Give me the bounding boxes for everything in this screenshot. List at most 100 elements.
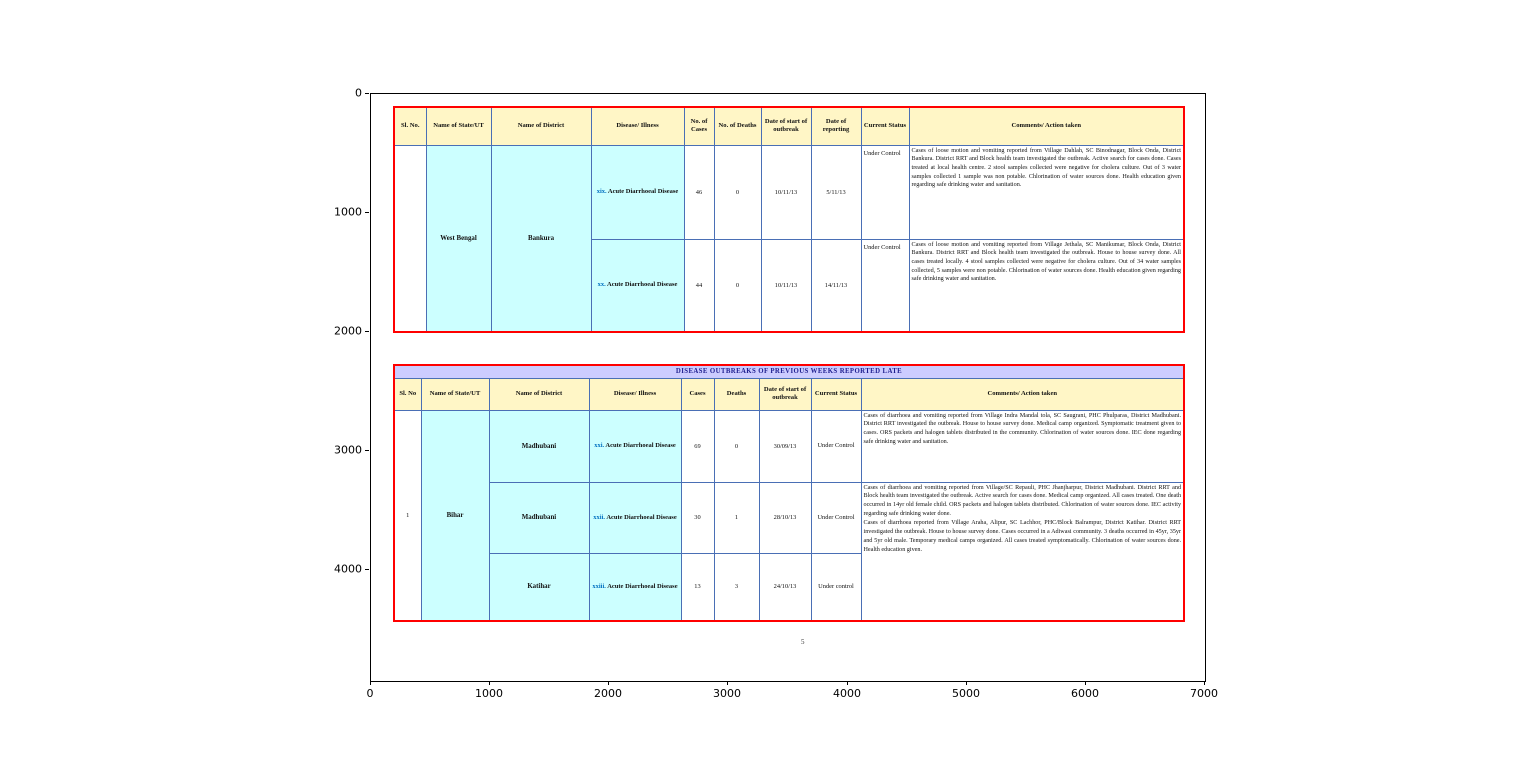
- district-cell: Katihar: [488, 552, 590, 622]
- x-axis-tick-label: 0: [366, 687, 374, 700]
- status-cell: Under Control: [810, 409, 862, 483]
- header-start-date: Date of start of outbreak: [760, 106, 812, 146]
- cases-cell: 69: [680, 409, 715, 483]
- comments-paragraph: Cases of diarrhoea reported from Village…: [863, 520, 1182, 553]
- x-tick-mark: [608, 681, 609, 685]
- disease-cell: xx. Acute Diarrhoeal Disease: [590, 238, 685, 333]
- y-axis-tick-label: 1000: [334, 205, 362, 219]
- y-tick-mark: [365, 212, 369, 213]
- district-cell: Madhubani: [488, 409, 590, 483]
- disease-number: xx.: [597, 281, 606, 289]
- disease-cell: xix. Acute Diarrhoeal Disease: [590, 144, 685, 240]
- disease-cell: xxi. Acute Diarrhoeal Disease: [588, 409, 682, 483]
- header-deaths: No. of Deaths: [713, 106, 762, 146]
- header-disease: Disease/ Illness: [590, 106, 685, 146]
- start-date-cell: 30/09/13: [758, 409, 812, 483]
- table-row: Madhubani xxii. Acute Diarrhoeal Disease…: [394, 481, 1185, 622]
- cases-cell: 13: [680, 552, 715, 622]
- header-comments: Comments/ Action taken: [860, 377, 1185, 411]
- y-axis-tick-label: 0: [355, 86, 362, 100]
- x-tick-mark: [1085, 681, 1086, 685]
- header-deaths: Deaths: [713, 377, 760, 411]
- table-title-row: DISEASE OUTBREAKS OF PREVIOUS WEEKS REPO…: [393, 364, 1185, 379]
- y-axis-tick-label: 3000: [334, 443, 362, 457]
- table-header-row: Sl. No Name of State/UT Name of District…: [393, 377, 1185, 411]
- header-sl-no: Sl. No.: [393, 106, 427, 146]
- header-status: Current Status: [860, 106, 910, 146]
- status-cell: Under control: [810, 552, 862, 622]
- comments-cell: Cases of loose motion and vomiting repor…: [908, 238, 1185, 333]
- disease-number: xxi.: [594, 442, 605, 450]
- district-cell: Madhubani: [488, 481, 590, 554]
- table-title: DISEASE OUTBREAKS OF PREVIOUS WEEKS REPO…: [393, 364, 1185, 379]
- x-axis-tick-label: 1000: [475, 687, 503, 700]
- header-cases: No. of Cases: [683, 106, 715, 146]
- disease-name: Acute Diarrhoeal Disease: [606, 513, 677, 521]
- start-date-cell: 24/10/13: [758, 552, 812, 622]
- deaths-cell: 0: [713, 238, 762, 333]
- x-tick-mark: [847, 681, 848, 685]
- start-date-cell: 10/11/13: [760, 144, 812, 240]
- table-row: West Bengal Bankura xix. Acute Diarrhoea…: [393, 144, 1185, 333]
- x-tick-mark: [1204, 681, 1205, 685]
- comments-paragraph: Cases of diarrhoea and vomiting reported…: [863, 484, 1182, 517]
- disease-name: Acute Diarrhoeal Disease: [607, 281, 678, 289]
- header-state: Name of State/UT: [425, 106, 492, 146]
- y-axis-tick-label: 2000: [334, 324, 362, 338]
- y-axis-tick-label: 4000: [334, 562, 362, 576]
- deaths-cell: 1: [713, 481, 760, 554]
- header-district: Name of District: [490, 106, 592, 146]
- header-reporting-date: Date of reporting: [810, 106, 862, 146]
- header-disease: Disease/ Illness: [588, 377, 682, 411]
- table-row: Katihar xxiii. Acute Diarrhoeal Disease …: [394, 552, 1184, 622]
- header-status: Current Status: [810, 377, 862, 411]
- x-tick-mark: [489, 681, 490, 685]
- x-axis-tick-label: 2000: [594, 687, 622, 700]
- header-state: Name of State/UT: [420, 377, 490, 411]
- deaths-cell: 0: [713, 409, 760, 483]
- disease-name: Acute Diarrhoeal Disease: [605, 442, 676, 450]
- sl-no-cell: 1: [393, 409, 422, 622]
- x-axis-tick-label: 3000: [713, 687, 741, 700]
- x-axis-tick-label: 7000: [1190, 687, 1218, 700]
- cases-cell: 46: [683, 144, 715, 240]
- disease-name: Acute Diarrhoeal Disease: [607, 582, 678, 590]
- y-tick-mark: [365, 569, 369, 570]
- comments-cell: Cases of loose motion and vomiting repor…: [908, 144, 1185, 240]
- district-cell: Bankura: [490, 144, 592, 333]
- header-sl-no: Sl. No: [393, 377, 422, 411]
- disease-number: xxii.: [593, 513, 606, 521]
- header-district: Name of District: [488, 377, 590, 411]
- x-tick-mark: [727, 681, 728, 685]
- reporting-date-cell: 14/11/13: [810, 238, 862, 333]
- disease-number: xxiii.: [592, 582, 606, 590]
- deaths-cell: 0: [713, 144, 762, 240]
- state-cell: West Bengal: [425, 144, 492, 333]
- y-tick-mark: [365, 331, 369, 332]
- x-axis-tick-label: 5000: [952, 687, 980, 700]
- outbreak-table-current-week: Sl. No. Name of State/UT Name of Distric…: [393, 106, 1185, 333]
- status-cell: Under Control: [860, 238, 910, 333]
- x-axis-tick-label: 4000: [833, 687, 861, 700]
- state-cell: Bihar: [420, 409, 490, 622]
- table-row: xx. Acute Diarrhoeal Disease 44 0 10/11/…: [394, 238, 1185, 333]
- header-comments: Comments/ Action taken: [908, 106, 1185, 146]
- header-start-date: Date of start of outbreak: [758, 377, 812, 411]
- disease-name: Acute Diarrhoeal Disease: [607, 188, 679, 196]
- start-date-cell: 10/11/13: [760, 238, 812, 333]
- disease-cell: xxii. Acute Diarrhoeal Disease: [588, 481, 682, 554]
- plot-axes: Sl. No. Name of State/UT Name of Distric…: [370, 93, 1206, 682]
- sl-no-cell: [393, 144, 427, 333]
- deaths-cell: 3: [713, 552, 760, 622]
- x-axis-tick-label: 6000: [1071, 687, 1099, 700]
- disease-cell: xxiii. Acute Diarrhoeal Disease: [588, 552, 682, 622]
- header-cases: Cases: [680, 377, 715, 411]
- x-tick-mark: [370, 681, 371, 685]
- table-header-row: Sl. No. Name of State/UT Name of Distric…: [393, 106, 1185, 146]
- status-cell: Under Control: [810, 481, 862, 554]
- status-cell: Under Control: [860, 144, 910, 240]
- y-tick-mark: [365, 93, 369, 94]
- x-tick-mark: [966, 681, 967, 685]
- disease-number: xix.: [596, 188, 607, 196]
